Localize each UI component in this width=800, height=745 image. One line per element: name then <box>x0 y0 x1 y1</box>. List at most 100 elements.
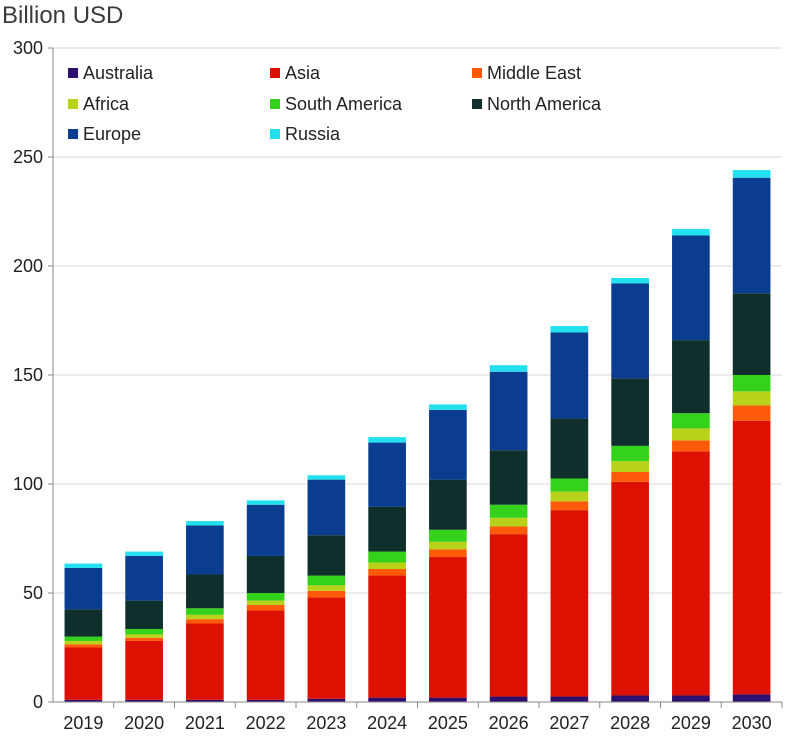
bar-segment-middle-east-2025 <box>429 549 467 558</box>
bar-segment-australia-2024 <box>368 697 406 702</box>
bar-segment-russia-2030 <box>732 170 771 178</box>
bar-segment-africa-2019 <box>64 640 103 645</box>
bar-segment-europe-2021 <box>186 525 224 575</box>
y-tick-label-0: 0 <box>33 692 43 712</box>
y-tick-label-200: 200 <box>13 256 43 276</box>
bar-segment-africa-2021 <box>186 614 224 620</box>
bar-segment-north-america-2019 <box>64 609 103 637</box>
x-tick-label-2026: 2026 <box>489 713 529 733</box>
bar-segment-europe-2022 <box>246 504 285 556</box>
y-axis-title: Billion USD <box>2 2 124 29</box>
bar-segment-africa-2024 <box>368 562 406 570</box>
bar-segment-africa-2023 <box>307 585 346 591</box>
bar-segment-north-america-2028 <box>611 378 649 446</box>
bar-segment-africa-2027 <box>550 491 589 502</box>
bar-segment-north-america-2030 <box>732 293 771 375</box>
legend-label-north-america: North America <box>487 94 602 114</box>
bar-segment-russia-2028 <box>611 277 649 284</box>
bar-segment-russia-2029 <box>672 228 710 236</box>
x-tick-label-2027: 2027 <box>549 713 589 733</box>
bar-segment-australia-2020 <box>125 699 163 702</box>
bar-segment-australia-2023 <box>307 698 346 702</box>
bar-segment-south-america-2023 <box>307 575 346 586</box>
gridlines <box>53 47 782 594</box>
legend-swatch-africa <box>68 99 78 109</box>
legend-label-middle-east: Middle East <box>487 63 581 83</box>
bar-segment-europe-2024 <box>368 442 406 507</box>
bar-segment-europe-2028 <box>611 283 649 379</box>
x-tick-label-2019: 2019 <box>63 713 103 733</box>
legend-label-south-america: South America <box>285 94 403 114</box>
y-tick-label-300: 300 <box>13 38 43 58</box>
bar-segment-africa-2026 <box>489 517 528 527</box>
bar-segment-africa-2020 <box>125 634 163 638</box>
bar-segment-australia-2021 <box>186 699 224 702</box>
legend: Australia Asia Middle East Africa South Amer… <box>68 63 602 144</box>
bar-segment-north-america-2024 <box>368 506 406 552</box>
bar-segment-australia-2028 <box>611 695 649 702</box>
bar-segment-north-america-2021 <box>186 574 224 609</box>
bar-segment-russia-2021 <box>186 521 224 526</box>
bar-segment-south-america-2021 <box>186 608 224 615</box>
legend-label-europe: Europe <box>83 124 141 144</box>
bar-segment-middle-east-2020 <box>125 637 163 641</box>
bar-segment-europe-2019 <box>64 567 103 610</box>
x-tick-label-2025: 2025 <box>428 713 468 733</box>
x-tick-label-2021: 2021 <box>185 713 225 733</box>
bar-segment-russia-2019 <box>64 563 103 568</box>
bar-segment-asia-2030 <box>732 420 771 695</box>
legend-swatch-north-america <box>472 99 482 109</box>
bar-segment-asia-2019 <box>64 647 103 700</box>
bar-segment-australia-2029 <box>672 695 710 702</box>
bar-segment-europe-2023 <box>307 479 346 536</box>
legend-swatch-australia <box>68 68 78 78</box>
bar-segment-middle-east-2019 <box>64 644 103 648</box>
bar-segment-asia-2029 <box>672 451 710 696</box>
bar-segment-europe-2030 <box>732 177 771 294</box>
bar-segment-middle-east-2026 <box>489 526 528 535</box>
legend-swatch-middle-east <box>472 68 482 78</box>
bars-group <box>64 170 771 702</box>
bar-segment-asia-2022 <box>246 610 285 700</box>
bar-segment-europe-2029 <box>672 235 710 341</box>
bar-segment-asia-2021 <box>186 623 224 700</box>
bar-segment-middle-east-2021 <box>186 619 224 624</box>
bar-segment-russia-2020 <box>125 551 163 556</box>
bar-segment-south-america-2020 <box>125 628 163 635</box>
y-tick-label-100: 100 <box>13 474 43 494</box>
bar-segment-asia-2027 <box>550 510 589 697</box>
x-tick-label-2024: 2024 <box>367 713 407 733</box>
bar-segment-north-america-2027 <box>550 418 589 479</box>
bar-segment-middle-east-2024 <box>368 569 406 576</box>
bar-segment-europe-2020 <box>125 555 163 601</box>
bar-segment-south-america-2022 <box>246 593 285 601</box>
bar-segment-russia-2023 <box>307 475 346 480</box>
bar-segment-south-america-2030 <box>732 375 771 392</box>
legend-label-asia: Asia <box>285 63 321 83</box>
bar-segment-north-america-2023 <box>307 535 346 576</box>
x-tick-label-2023: 2023 <box>306 713 346 733</box>
bar-segment-europe-2027 <box>550 332 589 419</box>
bar-segment-south-america-2025 <box>429 529 467 542</box>
y-tick-label-150: 150 <box>13 365 43 385</box>
bar-segment-africa-2022 <box>246 600 285 605</box>
legend-swatch-asia <box>270 68 280 78</box>
bar-segment-asia-2020 <box>125 640 163 700</box>
bar-segment-europe-2026 <box>489 371 528 451</box>
bar-segment-russia-2024 <box>368 437 406 443</box>
bar-segment-africa-2029 <box>672 428 710 441</box>
x-tick-label-2030: 2030 <box>732 713 772 733</box>
bar-segment-middle-east-2029 <box>672 440 710 452</box>
x-tick-label-2029: 2029 <box>671 713 711 733</box>
bar-segment-north-america-2025 <box>429 479 467 530</box>
bar-segment-south-america-2024 <box>368 551 406 563</box>
bar-segment-south-america-2028 <box>611 445 649 462</box>
bar-segment-south-america-2026 <box>489 504 528 518</box>
bar-segment-africa-2025 <box>429 541 467 550</box>
bar-segment-middle-east-2023 <box>307 590 346 598</box>
y-tick-label-250: 250 <box>13 147 43 167</box>
bar-segment-australia-2025 <box>429 697 467 702</box>
bar-segment-north-america-2029 <box>672 340 710 414</box>
bar-segment-australia-2019 <box>64 699 103 702</box>
